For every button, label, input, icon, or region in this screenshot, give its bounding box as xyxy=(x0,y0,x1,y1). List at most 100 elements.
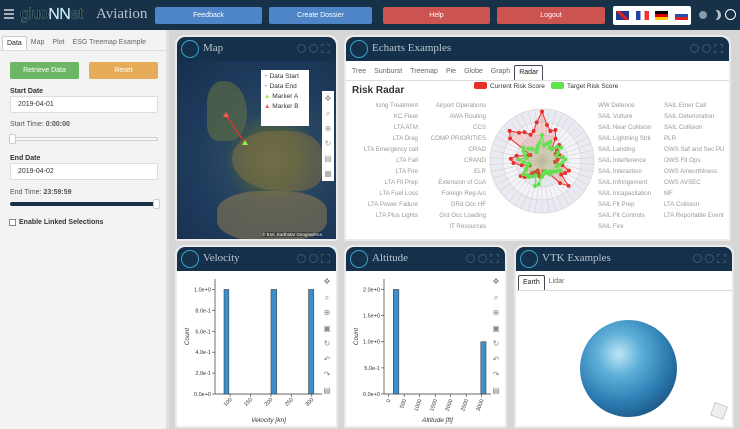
radar-axis xyxy=(541,160,570,206)
gear-icon[interactable] xyxy=(702,44,711,53)
help-button[interactable]: Help xyxy=(383,7,490,24)
close-icon[interactable] xyxy=(297,254,306,263)
end-date-input[interactable]: 2019-04-02 xyxy=(10,163,158,180)
start-time-handle[interactable] xyxy=(9,134,16,144)
hover-icon[interactable]: ▤ xyxy=(492,385,500,395)
gear-icon[interactable] xyxy=(309,254,318,263)
tab-pie[interactable]: Pie xyxy=(445,68,457,75)
radar-indicator-label: OWS Flt Ops xyxy=(664,157,700,164)
reset-icon[interactable]: ↻ xyxy=(323,339,331,348)
start-date-input[interactable]: 2019-04-01 xyxy=(10,96,158,113)
radar-point xyxy=(531,128,536,133)
fullscreen-icon[interactable] xyxy=(717,254,726,263)
start-time-slider[interactable] xyxy=(9,134,158,144)
redo-icon[interactable]: ↷ xyxy=(323,370,331,379)
linked-selections-checkbox[interactable] xyxy=(9,219,16,226)
radar-chart[interactable]: WW Defence SAIL Vulture SAIL Near Collisio… xyxy=(346,81,729,241)
flag-russia-icon[interactable] xyxy=(674,11,688,20)
tab-earth[interactable]: Earth xyxy=(518,275,545,290)
end-date-label: End Date xyxy=(10,155,41,162)
radar-point xyxy=(519,163,524,168)
close-icon[interactable] xyxy=(693,254,702,263)
pan-icon[interactable]: ✥ xyxy=(324,94,332,103)
radar-axis xyxy=(499,130,543,162)
histogram-bar xyxy=(223,289,230,395)
close-icon[interactable] xyxy=(297,44,306,53)
tab-treemap[interactable]: Treemap xyxy=(410,68,438,75)
velocity-histogram[interactable]: 0.0e+0 2.0e-1 4.0e-1 6.0e-1 8.0e-1 1.0e+0 100 1… xyxy=(177,271,322,426)
tab-globe[interactable]: Globe xyxy=(464,68,483,75)
fullscreen-icon[interactable] xyxy=(490,254,499,263)
fullscreen-icon[interactable] xyxy=(321,44,330,53)
axes-orientation-icon[interactable] xyxy=(710,402,728,420)
tab-radar[interactable]: Radar xyxy=(514,65,544,80)
gear-icon[interactable] xyxy=(478,254,487,263)
save-icon[interactable]: ▣ xyxy=(492,323,500,333)
close-icon[interactable] xyxy=(466,254,475,263)
tab-data[interactable]: Data xyxy=(2,36,27,50)
reset-button[interactable]: Reset xyxy=(89,62,158,79)
radar-indicator-label: SAIL Deterioration xyxy=(664,113,715,120)
radar-indicator-label: OWS Saf and Sec PU xyxy=(664,146,725,153)
save-icon[interactable]: ▣ xyxy=(323,323,331,333)
radar-point xyxy=(522,130,527,135)
flag-uk-icon[interactable] xyxy=(616,11,630,20)
altitude-histogram[interactable]: 0.0e+0 5.0e-1 1.0e+0 1.5e+0 2.0e+0 0 500 1000 15… xyxy=(346,271,491,426)
radar-axis xyxy=(490,157,543,162)
fullscreen-icon[interactable] xyxy=(714,44,723,53)
logout-button[interactable]: Logout xyxy=(497,7,605,24)
tab-lidar[interactable]: Lidar xyxy=(548,278,565,285)
save-icon[interactable]: ▦ xyxy=(324,169,332,178)
redo-icon[interactable]: ↷ xyxy=(492,370,500,379)
radar-indicator-label: KC Fleet xyxy=(394,113,418,120)
radar-point xyxy=(540,133,544,137)
reset-icon[interactable]: ↻ xyxy=(324,139,332,148)
flag-germany-icon[interactable] xyxy=(655,11,669,20)
radar-indicator-label: GRd Occ HF xyxy=(451,201,487,208)
box-zoom-icon[interactable]: ⌕ xyxy=(493,292,499,302)
hover-icon[interactable]: ▤ xyxy=(324,154,332,163)
sun-icon[interactable] xyxy=(699,11,707,19)
radar-indicator-label: SAIL Landing xyxy=(598,146,635,153)
reset-icon[interactable]: ↻ xyxy=(492,339,500,348)
menu-icon[interactable] xyxy=(4,9,14,21)
user-circle-icon[interactable] xyxy=(725,9,736,20)
tab-graph[interactable]: Graph xyxy=(490,68,511,75)
retrieve-data-button[interactable]: Retrieve Data xyxy=(10,62,79,79)
pan-icon[interactable]: ✥ xyxy=(492,277,500,286)
radar-indicator-label: OWS AVSEC xyxy=(664,179,701,186)
radar-point xyxy=(533,173,538,178)
hover-icon[interactable]: ▤ xyxy=(323,385,331,395)
undo-icon[interactable]: ↶ xyxy=(492,354,500,364)
tab-sunburst[interactable]: Sunburst xyxy=(374,68,403,75)
tab-esg-treemap[interactable]: ESG Treemap Example xyxy=(72,39,147,46)
pan-icon[interactable]: ✥ xyxy=(323,277,331,286)
radar-point xyxy=(524,155,529,160)
radar-axis xyxy=(541,160,593,172)
box-zoom-icon[interactable]: ⌕ xyxy=(324,292,330,302)
end-time-handle[interactable] xyxy=(153,199,160,209)
radar-point xyxy=(536,182,541,187)
wheel-zoom-icon[interactable]: ⊕ xyxy=(492,308,500,317)
wheel-zoom-icon[interactable]: ⊕ xyxy=(323,308,331,317)
earth-globe[interactable] xyxy=(580,320,677,417)
tab-plot[interactable]: Plot xyxy=(52,39,65,46)
wheel-zoom-icon[interactable]: ⊕ xyxy=(324,124,332,133)
create-dossier-button[interactable]: Create Dossier xyxy=(269,7,372,24)
zoom-icon[interactable]: ⌕ xyxy=(325,109,331,118)
y-tick-label: 1.0e+0 xyxy=(194,287,211,293)
close-icon[interactable] xyxy=(690,44,699,53)
tab-map[interactable]: Map xyxy=(30,39,45,46)
feedback-button[interactable]: Feedback xyxy=(155,7,262,24)
map-canvas[interactable]: + Data Start + Data End ▲ Marker A ▲ Mar… xyxy=(177,61,336,239)
moon-icon[interactable] xyxy=(710,10,718,20)
fullscreen-icon[interactable] xyxy=(321,254,330,263)
undo-icon[interactable]: ↶ xyxy=(323,354,331,364)
end-time-slider[interactable] xyxy=(10,199,160,209)
gear-icon[interactable] xyxy=(309,44,318,53)
gear-icon[interactable] xyxy=(705,254,714,263)
radar-point xyxy=(530,174,535,179)
radar-point xyxy=(530,146,535,151)
tab-tree[interactable]: Tree xyxy=(352,68,367,75)
flag-france-icon[interactable] xyxy=(635,11,649,20)
